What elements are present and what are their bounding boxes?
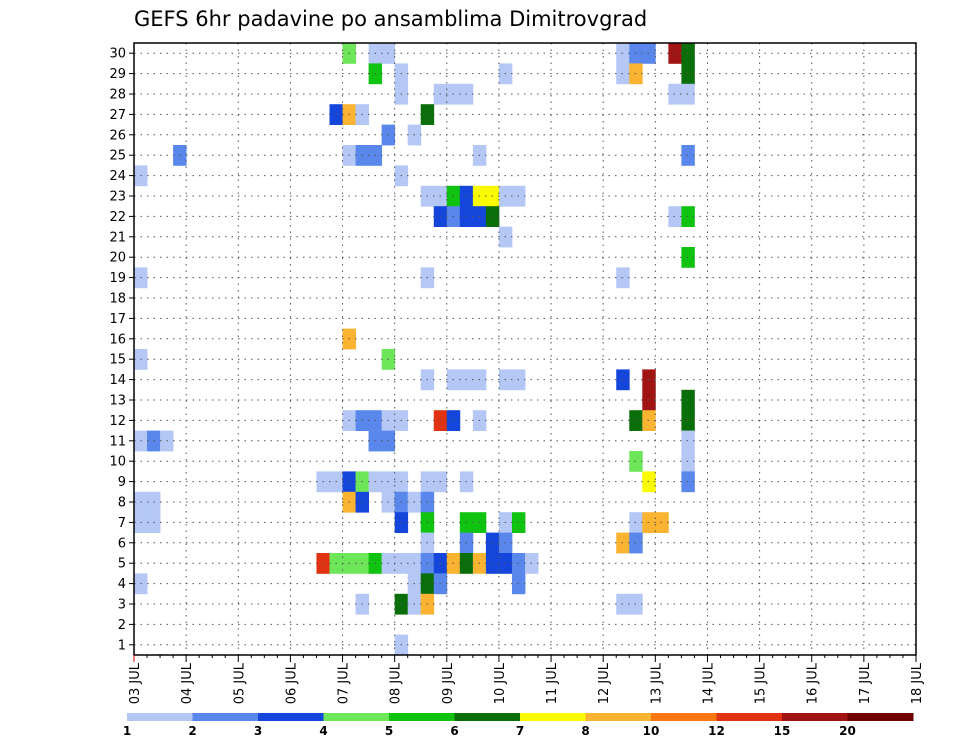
legend-swatch <box>520 713 586 721</box>
x-tick-label: 03 JUL <box>128 662 143 704</box>
y-tick-label: 3 <box>118 598 126 613</box>
heatmap-cell <box>642 410 656 431</box>
y-tick-label: 28 <box>109 88 126 103</box>
legend-label: 5 <box>385 724 393 738</box>
legend-swatch <box>127 713 193 721</box>
y-tick-label: 1 <box>118 638 126 653</box>
legend-label: 7 <box>516 724 524 738</box>
y-tick-label: 21 <box>109 230 126 245</box>
legend-label: 4 <box>319 724 327 738</box>
legend-swatch <box>258 713 324 721</box>
heatmap-cell <box>681 83 695 105</box>
heatmap-cell <box>681 389 695 411</box>
chart-title: GEFS 6hr padavine po ansamblima Dimitrov… <box>134 7 647 31</box>
heatmap-cell <box>681 430 695 452</box>
legend-swatch <box>389 713 455 721</box>
y-tick-label: 26 <box>109 128 126 143</box>
x-tick-label: 09 JUL <box>441 662 456 704</box>
y-tick-label: 15 <box>109 353 126 368</box>
legend-swatch <box>454 713 521 721</box>
heatmap-cell <box>681 247 695 268</box>
heatmap-cell <box>668 83 682 105</box>
y-axis: 1234567891011121314151617181920212223242… <box>109 47 134 653</box>
heatmap-cell <box>681 145 695 166</box>
heatmap-cell <box>642 369 656 391</box>
y-tick-label: 14 <box>109 373 126 388</box>
y-tick-label: 13 <box>109 394 126 409</box>
y-tick-label: 6 <box>118 536 126 551</box>
x-tick-label: 17 JUL <box>858 662 873 704</box>
y-tick-label: 24 <box>109 169 126 184</box>
heatmap-cell <box>655 512 669 533</box>
heatmap-cell <box>681 451 695 472</box>
x-tick-label: 12 JUL <box>597 662 612 704</box>
y-tick-label: 5 <box>118 557 126 572</box>
x-tick-label: 14 JUL <box>701 662 716 704</box>
y-tick-label: 8 <box>118 496 126 511</box>
legend-label: 10 <box>643 724 660 738</box>
heatmap-cell <box>642 389 656 411</box>
y-tick-label: 12 <box>109 414 126 429</box>
heatmap-cell <box>642 512 656 533</box>
x-tick-label: 10 JUL <box>493 662 508 704</box>
y-tick-label: 27 <box>109 108 126 123</box>
heatmap-cell <box>681 410 695 431</box>
x-axis: 03 JUL 04 JUL 05 JUL 06 JUL 07 JUL 08 JUL 09 J… <box>128 655 925 704</box>
grid-lines <box>134 43 916 655</box>
y-tick-label: 29 <box>109 67 126 82</box>
y-tick-label: 22 <box>109 210 126 225</box>
y-tick-label: 9 <box>118 475 126 490</box>
legend-swatch <box>782 713 848 721</box>
x-tick-label: 07 JUL <box>337 662 352 704</box>
y-tick-label: 19 <box>109 271 126 286</box>
y-tick-label: 16 <box>109 332 126 347</box>
legend-swatch <box>585 713 652 721</box>
legend-swatch <box>847 713 914 721</box>
y-tick-label: 20 <box>109 251 126 266</box>
heatmap-cell <box>668 206 682 227</box>
legend-label: 12 <box>708 724 725 738</box>
x-tick-label: 11 JUL <box>545 662 560 704</box>
x-tick-label: 16 JUL <box>806 662 821 704</box>
legend-swatch <box>192 713 259 721</box>
y-tick-label: 7 <box>118 516 126 531</box>
y-tick-label: 10 <box>109 455 126 470</box>
legend-label: 6 <box>450 724 458 738</box>
x-tick-label: 08 JUL <box>389 662 404 704</box>
legend-label: 20 <box>839 724 856 738</box>
y-tick-label: 11 <box>109 434 126 449</box>
y-tick-label: 4 <box>118 577 126 592</box>
y-tick-label: 17 <box>109 312 126 327</box>
heatmap-cell <box>642 43 656 64</box>
x-tick-label: 05 JUL <box>232 662 247 704</box>
y-tick-label: 23 <box>109 190 126 205</box>
x-tick-label: 04 JUL <box>180 662 195 704</box>
legend-swatch <box>716 713 783 721</box>
heatmap-cell <box>681 63 695 85</box>
heatmap-cell <box>668 43 682 64</box>
heatmap-cell <box>681 206 695 227</box>
x-tick-label: 15 JUL <box>754 662 769 704</box>
legend-label: 15 <box>774 724 791 738</box>
legend-label: 1 <box>123 724 131 738</box>
heatmap-cell <box>642 471 656 493</box>
color-legend: 1 2 3 4 5 6 7 8 10 12 15 20 <box>123 713 914 738</box>
y-tick-label: 2 <box>118 618 126 633</box>
x-tick-label: 18 JUL <box>910 662 925 704</box>
x-tick-label: 13 JUL <box>649 662 664 704</box>
legend-swatch <box>323 713 390 721</box>
y-tick-label: 25 <box>109 149 126 164</box>
heatmap-cell <box>681 471 695 493</box>
x-tick-label: 06 JUL <box>284 662 299 704</box>
legend-label: 3 <box>254 724 262 738</box>
y-tick-label: 30 <box>109 47 126 62</box>
y-tick-label: 18 <box>109 292 126 307</box>
legend-swatch <box>651 713 717 721</box>
legend-label: 8 <box>581 724 589 738</box>
legend-label: 2 <box>188 724 196 738</box>
heatmap-cell <box>681 43 695 64</box>
